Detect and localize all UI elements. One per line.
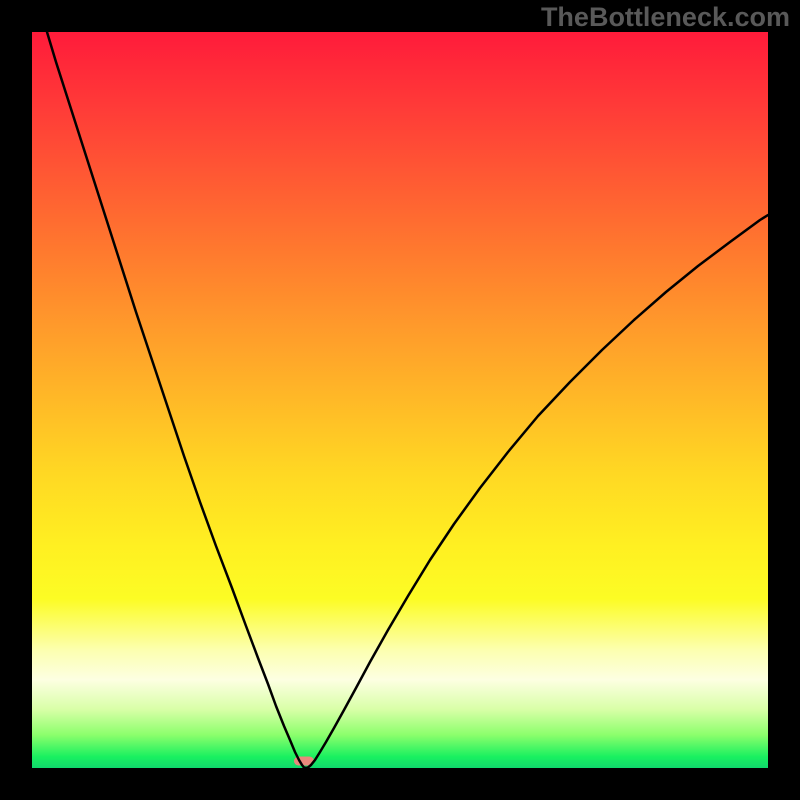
bottleneck-chart <box>32 32 768 768</box>
gradient-background <box>32 32 768 768</box>
watermark-text: TheBottleneck.com <box>541 2 790 33</box>
